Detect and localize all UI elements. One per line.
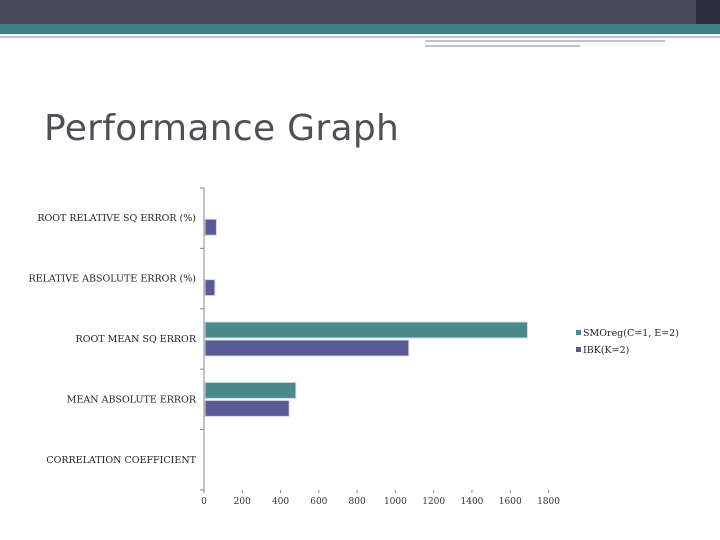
bar-ibk	[204, 339, 410, 357]
header-accent-band	[0, 24, 720, 34]
bar-ibk	[204, 399, 290, 417]
bar-ibk	[204, 279, 216, 297]
header-rule-short	[425, 40, 665, 42]
category-label: RELATIVE ABSOLUTE ERROR (%)	[28, 274, 196, 285]
x-tick-label: 1400	[461, 497, 484, 507]
legend-label: IBK(K=2)	[583, 345, 629, 356]
header-corner-block	[696, 0, 720, 24]
legend-swatch	[576, 330, 581, 335]
category-label: MEAN ABSOLUTE ERROR	[67, 394, 197, 405]
x-tick-label: 1000	[384, 497, 407, 507]
category-label: CORRELATION COEFFICIENT	[46, 455, 196, 466]
x-tick-label: 0	[201, 497, 207, 507]
legend-swatch	[576, 347, 581, 352]
bar-smoreg	[204, 381, 297, 399]
header-band	[0, 0, 720, 24]
category-label: ROOT RELATIVE SQ ERROR (%)	[37, 213, 196, 224]
legend-label: SMOreg(C=1, E=2)	[583, 328, 679, 339]
bar-ibk	[204, 218, 217, 236]
category-label: ROOT MEAN SQ ERROR	[76, 334, 197, 345]
x-tick-label: 400	[272, 497, 289, 507]
x-tick-label: 1200	[422, 497, 445, 507]
page-title: Performance Graph	[44, 108, 400, 149]
x-tick-label: 800	[349, 497, 366, 507]
x-tick-label: 200	[234, 497, 251, 507]
x-tick-label: 1800	[537, 497, 560, 507]
x-tick-label: 600	[310, 497, 327, 507]
x-tick-label: 1600	[499, 497, 522, 507]
header-rule	[0, 36, 720, 38]
bar-smoreg	[204, 321, 528, 339]
header-rule-shorter	[425, 45, 580, 47]
